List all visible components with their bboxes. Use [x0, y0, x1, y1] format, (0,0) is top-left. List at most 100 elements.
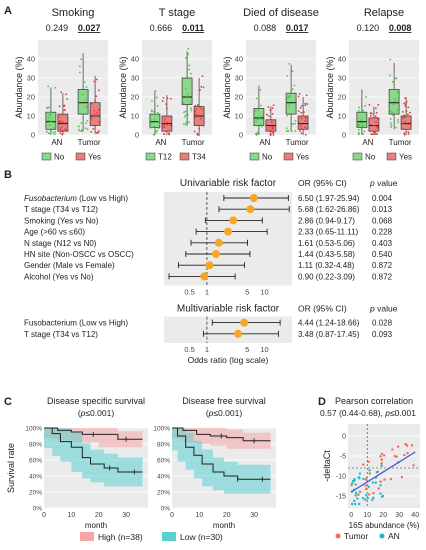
data-point — [389, 118, 392, 120]
y-tick-label: 40 — [131, 55, 139, 64]
corr-x-tick: 30 — [395, 512, 403, 519]
data-point — [358, 124, 361, 127]
data-point — [405, 110, 408, 113]
data-point — [47, 119, 50, 122]
legend-swatch-high — [80, 532, 94, 541]
data-point — [166, 121, 169, 124]
y-axis-label: Abundance (%) — [325, 56, 335, 118]
data-point — [64, 128, 67, 131]
survival-y-tick: 20% — [157, 490, 170, 497]
data-point — [272, 127, 275, 130]
data-point — [306, 127, 308, 130]
data-point — [268, 115, 271, 118]
data-point — [358, 131, 360, 134]
data-point — [202, 86, 205, 89]
y-tick-label: 30 — [338, 74, 346, 83]
or-point — [212, 250, 221, 258]
scatter-point — [364, 498, 367, 502]
data-point — [299, 130, 302, 132]
data-point — [163, 126, 166, 128]
data-point — [267, 106, 270, 108]
scatter-point — [364, 484, 367, 487]
data-point — [201, 108, 204, 111]
data-point — [391, 80, 394, 83]
scatter-point — [410, 444, 414, 447]
legend-swatch-no — [145, 152, 156, 161]
data-point — [285, 130, 288, 133]
or-text: 4.44 (1.24-18.66) — [298, 319, 360, 328]
col-or-header: OR (95% CI) — [298, 178, 347, 188]
data-point — [259, 88, 262, 91]
data-point — [90, 131, 93, 133]
scatter-point — [405, 444, 409, 447]
scatter-point — [375, 470, 379, 474]
data-point — [188, 68, 190, 71]
data-point — [402, 117, 405, 120]
data-point — [156, 111, 159, 114]
data-point — [389, 58, 392, 61]
data-point — [407, 131, 410, 134]
survival-y-tick: 80% — [157, 442, 170, 449]
data-point — [93, 115, 95, 118]
data-point — [155, 96, 158, 99]
data-point — [82, 119, 84, 121]
data-point — [376, 117, 379, 120]
data-point — [272, 134, 275, 136]
data-point — [269, 109, 272, 111]
p-value-an: 0.088 — [254, 23, 277, 33]
data-point — [85, 86, 88, 88]
legend-label-tumor: Tumor — [344, 531, 368, 541]
data-point — [163, 123, 166, 126]
data-point — [193, 116, 196, 118]
data-point — [90, 117, 93, 120]
survival-y-tick: 20% — [29, 490, 42, 497]
data-point — [361, 125, 363, 128]
survival-y-tick: 100% — [25, 426, 42, 433]
box — [285, 92, 297, 115]
data-point — [403, 132, 406, 135]
data-point — [184, 123, 187, 126]
data-point — [165, 107, 168, 110]
p-text: 0.093 — [372, 330, 393, 339]
data-point — [261, 114, 264, 117]
legend-label-yes: Yes — [296, 153, 309, 162]
data-point — [257, 132, 260, 135]
y-axis-label: Abundance (%) — [118, 56, 128, 118]
data-point — [374, 131, 376, 134]
data-point — [271, 113, 274, 115]
data-point — [163, 133, 166, 136]
y-tick-label: 30 — [235, 74, 243, 83]
data-point — [407, 113, 409, 116]
survival-panels: Disease specific survival (p≤0.001) 0% 20% 4… — [6, 396, 276, 542]
legend-swatch-yes — [386, 152, 397, 161]
p-text: 0.013 — [372, 205, 393, 214]
data-point — [375, 121, 378, 123]
survival-y-label: Survival rate — [6, 443, 16, 493]
survival-line-high — [172, 427, 271, 442]
data-point — [291, 88, 294, 91]
data-point — [362, 124, 365, 127]
data-point — [375, 111, 378, 114]
corr-bg — [348, 424, 420, 508]
data-point — [397, 92, 400, 95]
data-point — [286, 97, 289, 99]
survival-x-tick: 10 — [67, 512, 75, 519]
data-point — [189, 101, 192, 104]
correlation-plot: Pearson correlation 0.57 (0.44-0.68), p≤0… — [320, 396, 420, 541]
y-axis-label: Abundance (%) — [222, 56, 232, 118]
y-tick-label: 0 — [31, 131, 35, 140]
data-point — [270, 125, 273, 128]
data-point — [50, 117, 53, 120]
corr-y-tick: -15 — [336, 494, 346, 501]
scatter-point — [391, 448, 394, 451]
data-point — [195, 115, 197, 118]
scatter-point — [361, 497, 365, 500]
data-point — [97, 89, 100, 92]
x-tick-label: AN — [259, 138, 270, 147]
x-tick-label: AN — [362, 138, 373, 147]
data-point — [374, 107, 377, 110]
y-tick-label: 30 — [27, 74, 35, 83]
survival-panel-1: Disease free survival (p≤0.001) 0% 20% 40% 60… — [153, 396, 276, 530]
legend-label-yes: Yes — [399, 153, 412, 162]
